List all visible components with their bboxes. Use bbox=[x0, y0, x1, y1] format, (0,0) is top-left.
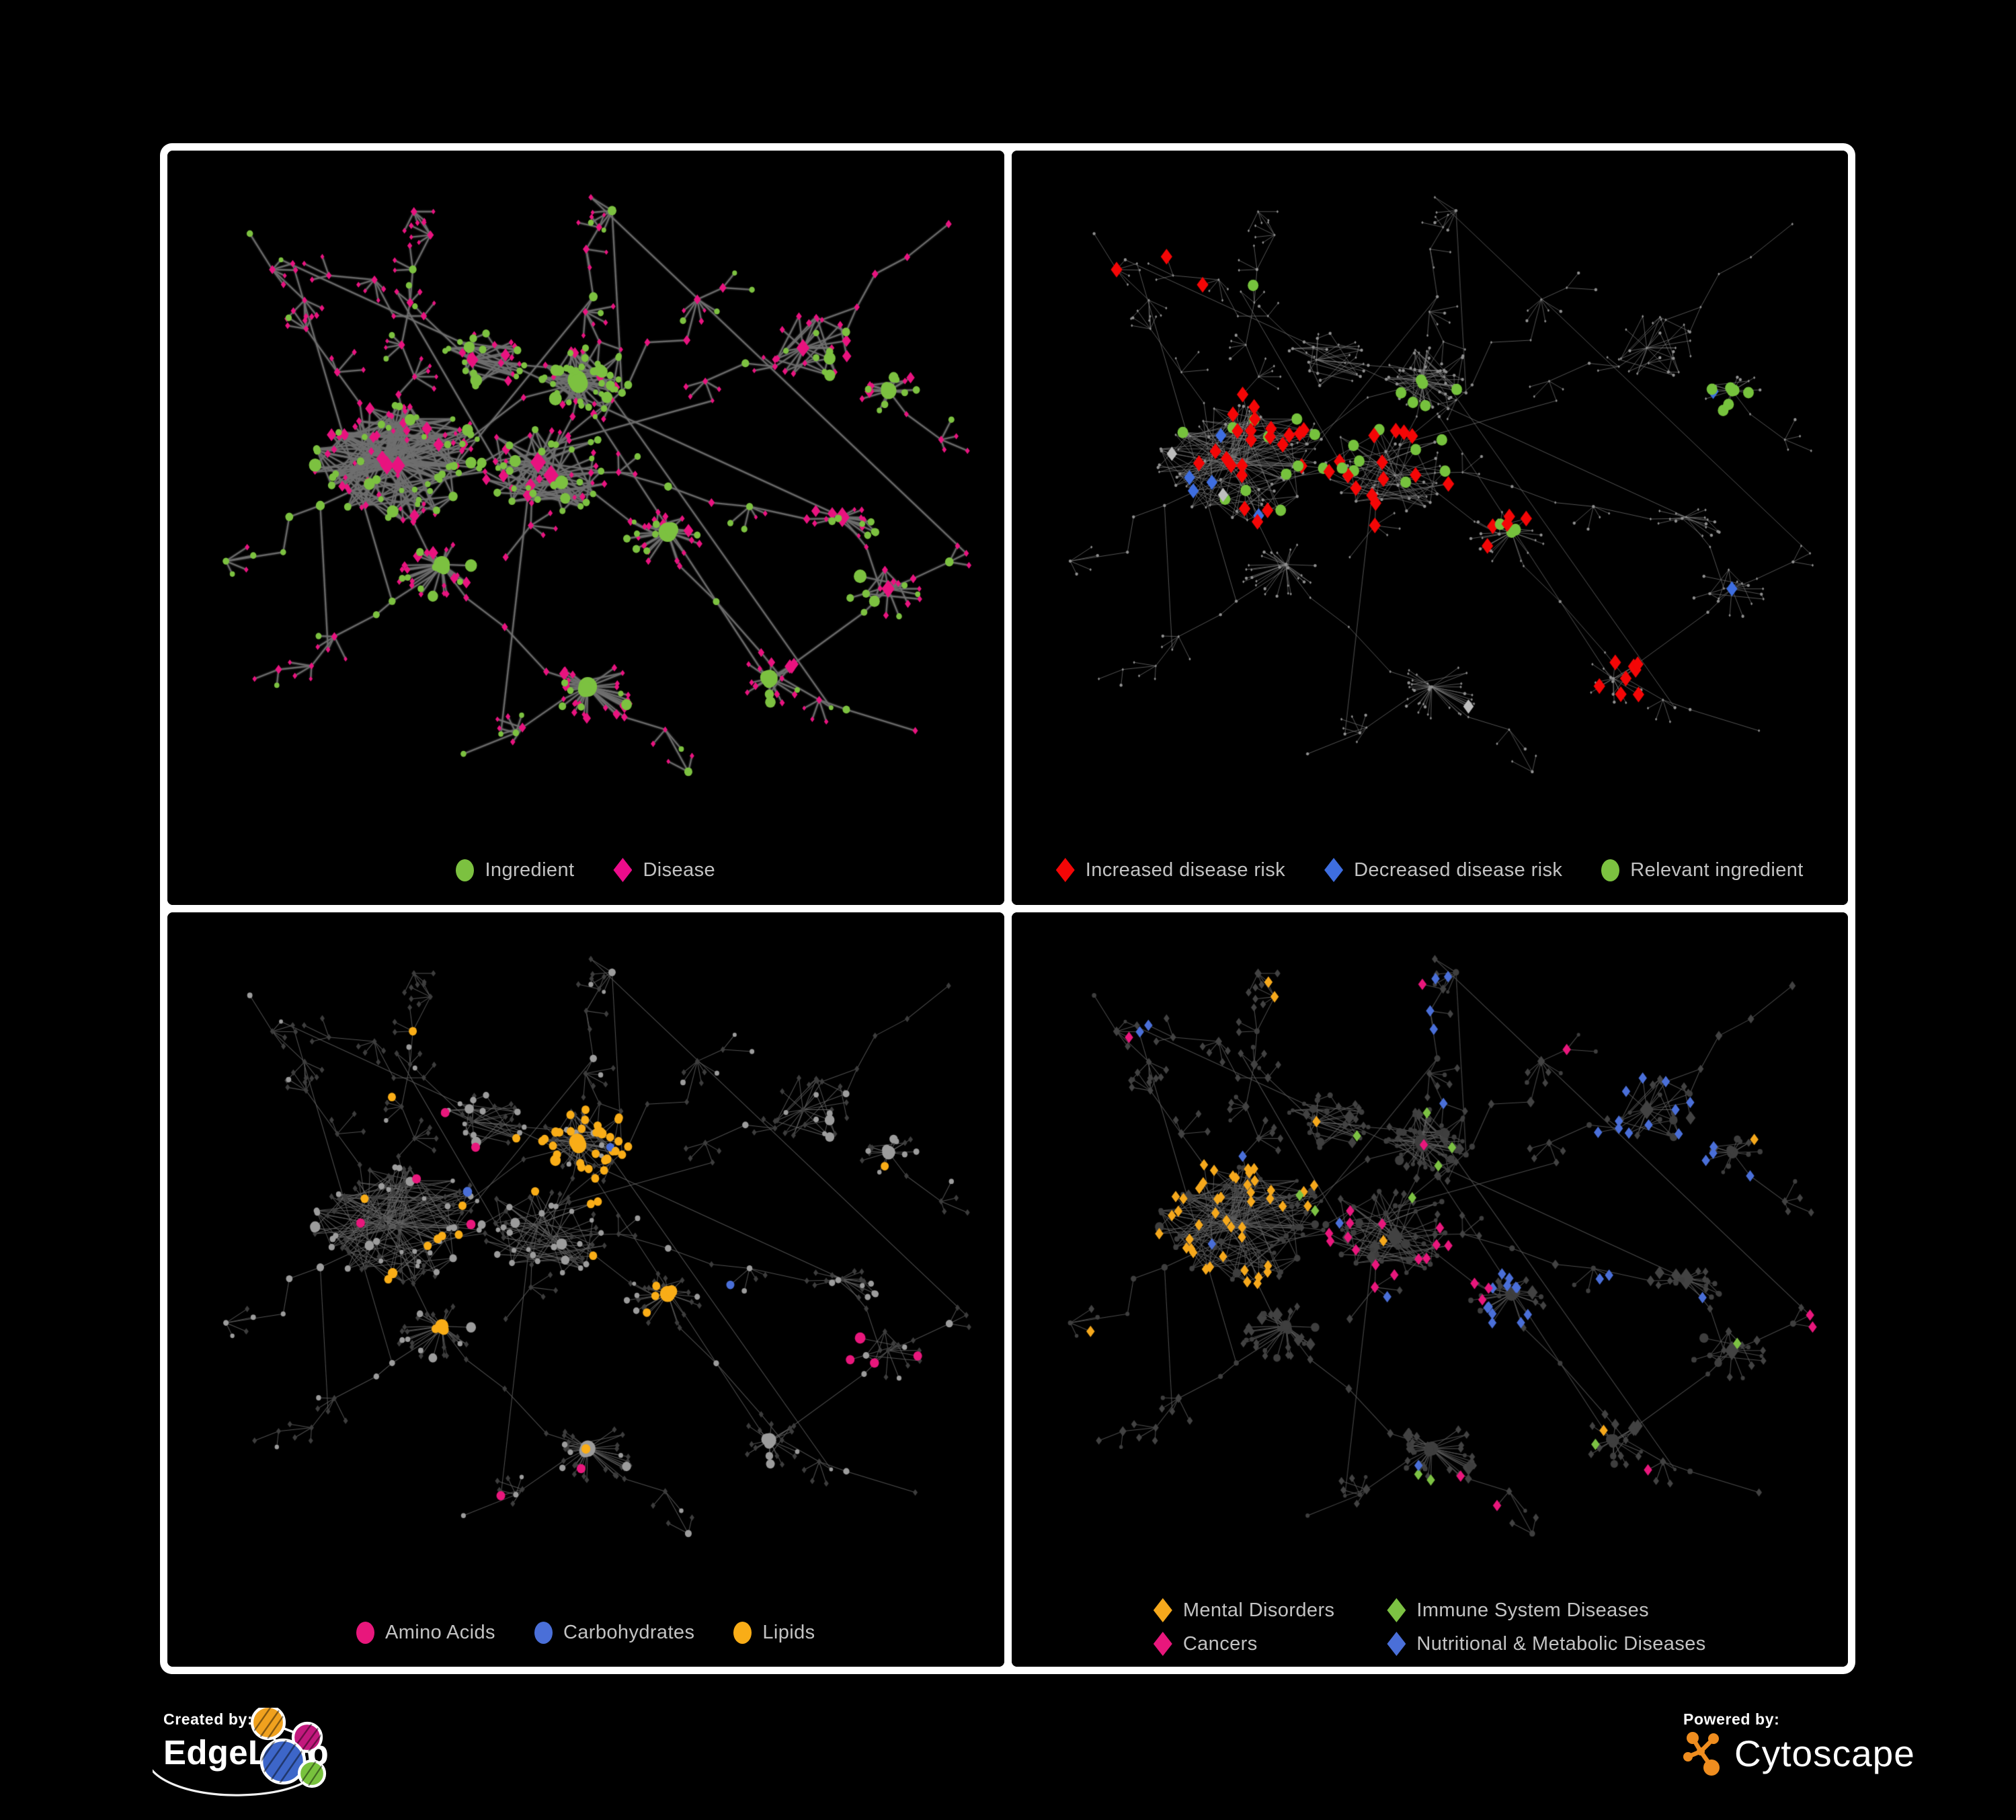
legend-item: Cancers bbox=[1153, 1632, 1335, 1656]
legend-item: Relevant ingredient bbox=[1601, 859, 1803, 881]
cancers-marker-icon bbox=[1153, 1632, 1172, 1656]
panel-disease-risk: Increased disease risk Decreased disease… bbox=[1011, 151, 1849, 905]
legend-label: Increased disease risk bbox=[1085, 859, 1286, 881]
panel-grid: Ingredient Disease Increased disease ris… bbox=[160, 143, 1855, 1674]
legend-label: Amino Acids bbox=[385, 1622, 495, 1643]
legend-item: Carbohydrates bbox=[534, 1622, 694, 1644]
legend-item: Lipids bbox=[733, 1622, 815, 1644]
panel-nutrient-classes: Amino Acids Carbohydrates Lipids bbox=[167, 912, 1004, 1667]
powered-by-block: Powered by: Cytoscape bbox=[1683, 1710, 1915, 1777]
created-by-block: Created by: EdgeLeap bbox=[153, 1708, 385, 1818]
legend-label: Carbohydrates bbox=[563, 1622, 695, 1643]
carbohydrates-marker-icon bbox=[534, 1622, 553, 1644]
panel-disease-classes: Mental Disorders Immune System Diseases … bbox=[1011, 912, 1849, 1667]
legend-ingredient-disease: Ingredient Disease bbox=[167, 858, 1004, 882]
network-graph-ingredient-disease bbox=[167, 151, 1004, 905]
legend-label: Lipids bbox=[762, 1622, 815, 1643]
legend-label: Relevant ingredient bbox=[1630, 859, 1804, 881]
increased-risk-marker-icon bbox=[1055, 858, 1075, 882]
disease-marker-icon bbox=[613, 858, 633, 882]
legend-disease-risk: Increased disease risk Decreased disease… bbox=[1012, 858, 1849, 882]
created-by-label: Created by: bbox=[163, 1710, 253, 1728]
legend-item: Ingredient bbox=[456, 859, 574, 881]
network-graph-disease-risk bbox=[1011, 151, 1848, 905]
relevant-ingredient-marker-icon bbox=[1601, 859, 1620, 881]
ingredient-marker-icon bbox=[456, 859, 475, 881]
legend-label: Disease bbox=[643, 859, 716, 881]
amino-acids-marker-icon bbox=[356, 1622, 374, 1644]
legend-label: Decreased disease risk bbox=[1354, 859, 1563, 881]
legend-item: Disease bbox=[613, 858, 715, 882]
edgeleap-logo-icon bbox=[250, 1708, 327, 1788]
legend-label: Ingredient bbox=[485, 859, 575, 881]
legend-item: Amino Acids bbox=[356, 1622, 495, 1644]
legend-item: Decreased disease risk bbox=[1324, 858, 1562, 882]
legend-item: Nutritional & Metabolic Diseases bbox=[1387, 1632, 1705, 1656]
network-graph-nutrient-classes bbox=[167, 912, 1004, 1667]
legend-nutrient-classes: Amino Acids Carbohydrates Lipids bbox=[167, 1622, 1004, 1644]
cytoscape-wordmark: Cytoscape bbox=[1734, 1733, 1915, 1774]
legend-item: Increased disease risk bbox=[1055, 858, 1286, 882]
panel-ingredient-disease: Ingredient Disease bbox=[167, 151, 1004, 905]
legend-label: Mental Disorders bbox=[1182, 1599, 1335, 1621]
mental-disorders-marker-icon bbox=[1153, 1598, 1172, 1622]
legend-label: Cancers bbox=[1182, 1632, 1258, 1655]
lipids-marker-icon bbox=[733, 1622, 752, 1644]
decreased-risk-marker-icon bbox=[1324, 858, 1344, 882]
immune-system-diseases-marker-icon bbox=[1387, 1598, 1406, 1622]
legend-label: Immune System Diseases bbox=[1416, 1599, 1650, 1621]
cytoscape-logo-icon bbox=[1683, 1732, 1720, 1776]
legend-item: Mental Disorders bbox=[1153, 1598, 1335, 1622]
nutritional-metabolic-diseases-marker-icon bbox=[1387, 1632, 1406, 1656]
legend-label: Nutritional & Metabolic Diseases bbox=[1416, 1632, 1706, 1655]
powered-by-label: Powered by: bbox=[1683, 1710, 1780, 1728]
legend-disease-classes: Mental Disorders Immune System Diseases … bbox=[1012, 1598, 1849, 1656]
network-graph-disease-classes bbox=[1011, 912, 1848, 1667]
legend-item: Immune System Diseases bbox=[1387, 1598, 1705, 1622]
